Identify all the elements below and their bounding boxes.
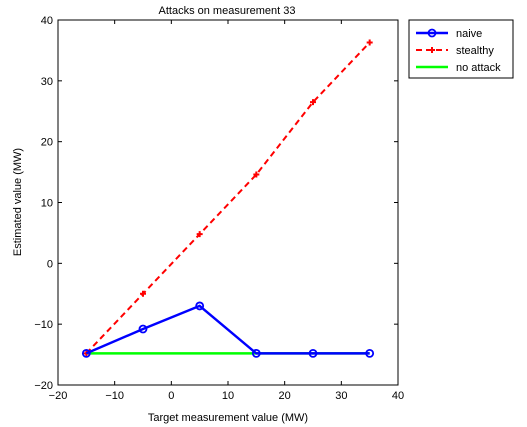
legend: naive stealthy no attack [408,19,514,79]
x-tick-label: −10 [105,390,124,402]
x-tick-label: −20 [49,390,68,402]
legend-marker [429,47,435,53]
data-point [81,348,91,358]
x-tick-label: 20 [279,390,291,402]
legend-items: naive stealthy no attack [416,28,501,74]
series-line [85,41,371,355]
y-tick-label: 40 [41,15,53,27]
legend-item: stealthy [416,45,494,57]
legend-item: no attack [416,62,501,74]
series-naive [81,301,375,358]
y-tick-label: 0 [47,258,53,270]
y-tick-label: −20 [34,380,53,392]
data-point [310,99,316,106]
legend-label: stealthy [456,45,494,57]
legend-label: naive [456,28,482,40]
x-tick-label: 30 [335,390,347,402]
legend-item: naive [416,28,482,40]
legend-marker [427,28,437,38]
x-axis: −20 −10 0 10 20 30 40 [49,20,404,402]
data-point [138,324,148,334]
data-point [251,348,261,358]
y-tick-label: 20 [41,137,53,149]
x-tick-label: 40 [392,390,404,402]
series-line [85,304,370,355]
x-tick-label: 0 [168,390,174,402]
y-tick-label: 30 [41,76,53,88]
data-point [253,171,260,178]
y-tick-label: −10 [34,319,53,331]
y-axis-label: Estimated value (MW) [12,148,24,256]
y-tick-label: 10 [41,198,53,210]
data-point [140,290,146,297]
data-point [308,348,318,358]
data-point [365,348,375,358]
series-layer [81,39,375,358]
y-axis: −20 −10 0 10 20 30 40 [34,15,398,392]
x-tick-label: 10 [222,390,234,402]
data-point [196,231,203,238]
data-point [366,39,373,46]
chart-title: Attacks on measurement 33 [159,5,296,17]
x-axis-label: Target measurement value (MW) [148,412,308,424]
legend-label: no attack [456,62,501,74]
data-point [195,301,205,311]
